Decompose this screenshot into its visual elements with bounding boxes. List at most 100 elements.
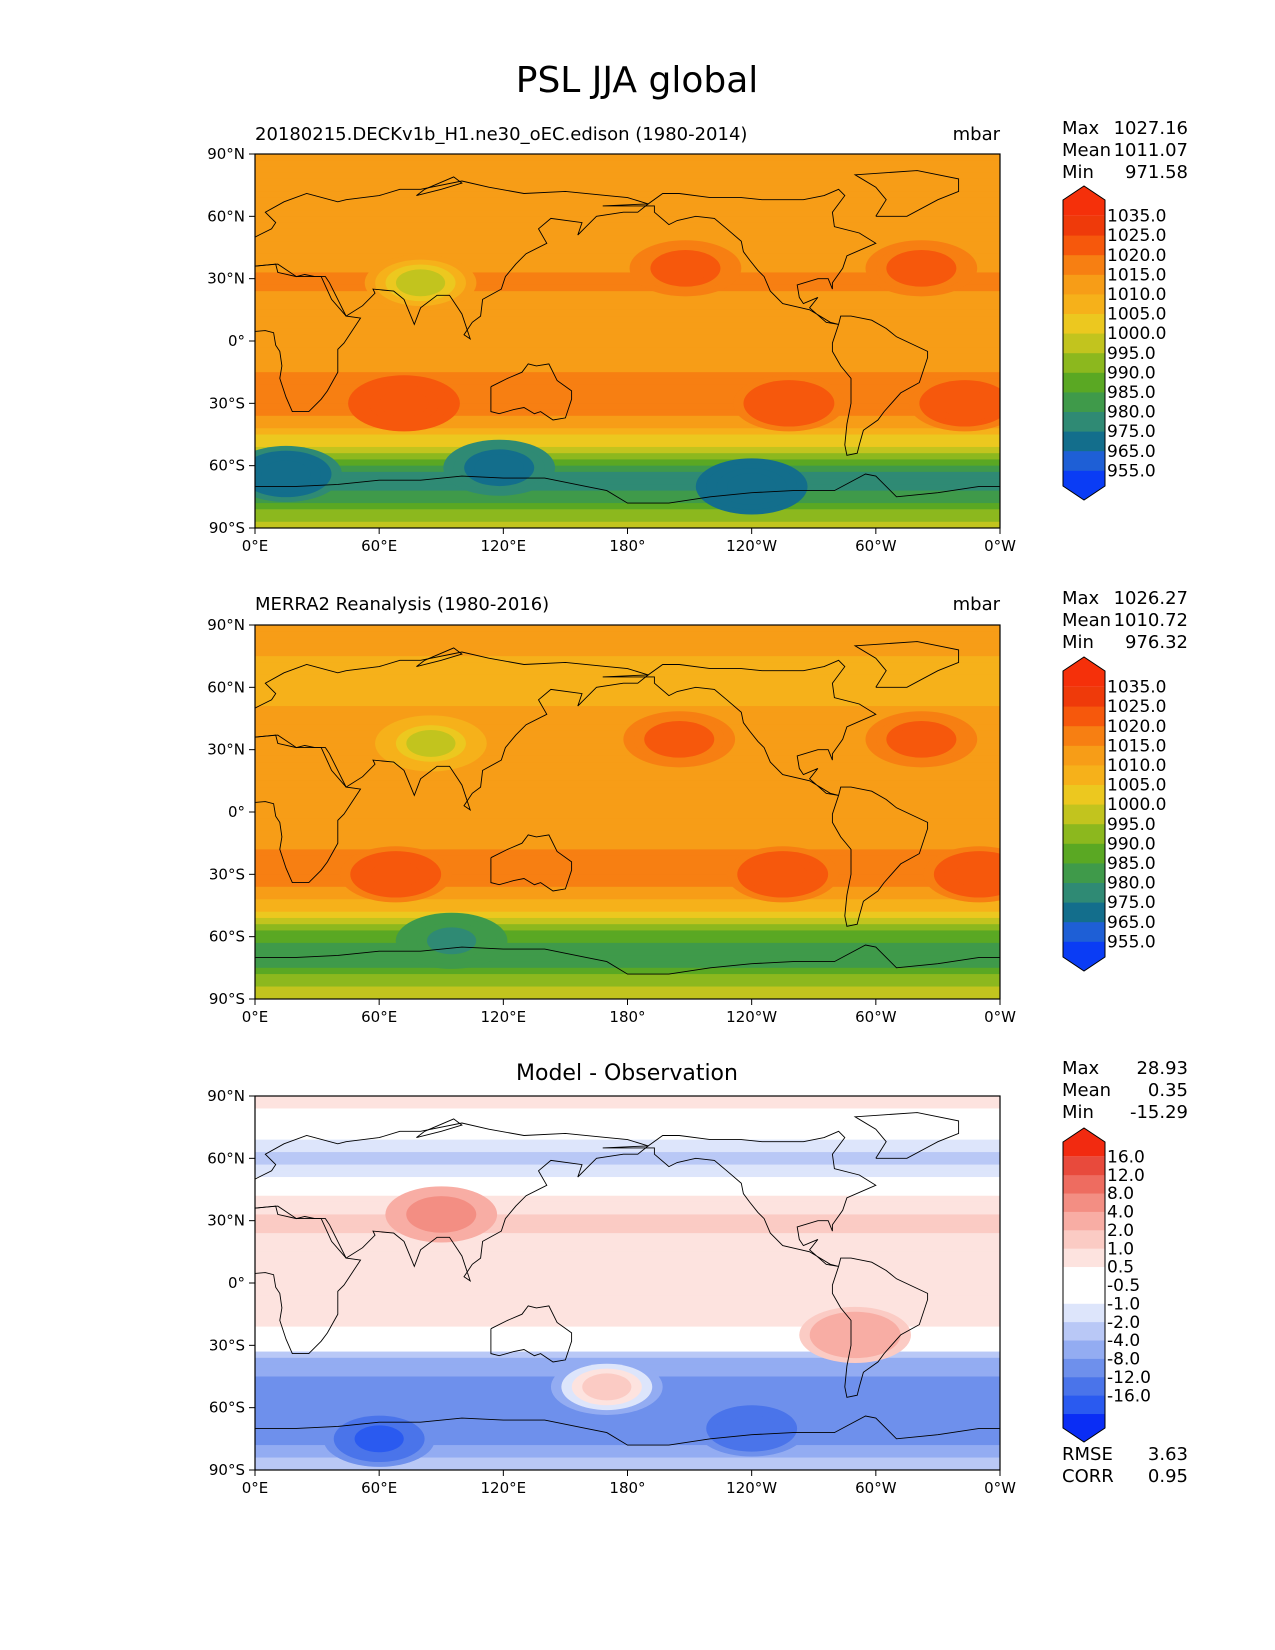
field-band [255, 478, 1000, 485]
field-band [255, 1145, 1000, 1153]
field-band [255, 303, 1000, 311]
colorbar-bin [1063, 313, 1105, 334]
lat-tick-label: 60°N [207, 207, 245, 225]
colorbar-bin [1063, 1266, 1105, 1286]
pressure-low [474, 454, 524, 482]
coastline [255, 1122, 650, 1282]
colorbar-tick-label: 955.0 [1107, 461, 1156, 481]
colorbar-outline [1062, 1127, 1106, 1443]
field-band [255, 649, 1000, 657]
field-band [255, 503, 1000, 510]
colorbar-bin [1063, 294, 1105, 314]
field-band [255, 868, 1000, 875]
pressure-high [896, 725, 946, 753]
colorbar-tick-label: 1020.0 [1107, 246, 1166, 266]
field-band [255, 836, 1000, 844]
field-band [255, 631, 1000, 639]
field-band [255, 818, 1000, 826]
field-band [255, 365, 1000, 373]
field-band [255, 160, 1000, 168]
field-band [255, 1183, 1000, 1191]
pressure-high [654, 725, 704, 753]
field-band [255, 1320, 1000, 1328]
field-band [255, 668, 1000, 676]
field-band [255, 415, 1000, 423]
stat-value-min: 971.58 [1125, 162, 1188, 183]
field-band [255, 241, 1000, 249]
colorbar-bin [1063, 1395, 1105, 1415]
panel-left-title: MERRA2 Reanalysis (1980-2016) [255, 594, 549, 615]
colorbar-bin [1063, 725, 1105, 746]
field-band [255, 693, 1000, 701]
field-band [255, 284, 1000, 292]
colorbar-tick-label: 1035.0 [1107, 678, 1166, 698]
field-band [255, 1120, 1000, 1128]
coastline [416, 647, 463, 668]
coastline [416, 1118, 463, 1139]
colorbar-tick-label: 1000.0 [1107, 795, 1166, 815]
pressure-high [954, 860, 1000, 888]
field-band [255, 1139, 1000, 1147]
field-band [255, 774, 1000, 782]
coastline [490, 834, 573, 892]
colorbar-tick-label: 2.0 [1107, 1221, 1134, 1241]
lon-tick-label: 120°E [481, 537, 527, 555]
field-band [255, 291, 1000, 298]
lon-tick-label: 120°W [726, 1008, 777, 1026]
colorbar-tick-label: 4.0 [1107, 1203, 1134, 1223]
stat-label-mean: Mean [1062, 140, 1111, 161]
colorbar-bin [1063, 372, 1105, 393]
colorbar-tick-label: 1015.0 [1107, 265, 1166, 285]
field-band [255, 490, 1000, 498]
lat-tick-label: 60°S [209, 457, 245, 475]
field-band [255, 1420, 1000, 1427]
colorbar-bin [1063, 1358, 1105, 1378]
field-band [255, 1226, 1000, 1234]
field-band [255, 768, 1000, 776]
field-band [255, 949, 1000, 956]
lat-tick-label: 60°S [209, 928, 245, 946]
field-band [255, 749, 1000, 757]
field-band [255, 409, 1000, 417]
field-band [255, 359, 1000, 367]
field-band [255, 1445, 1000, 1452]
lat-tick-label: 30°N [207, 741, 245, 759]
field-band [255, 465, 1000, 473]
coastline [255, 473, 1000, 504]
field-band [255, 843, 1000, 850]
map-field [255, 625, 1000, 999]
colorbar-tick-label: 0.5 [1107, 1258, 1134, 1278]
field-band [255, 471, 1000, 479]
colorbar-tick-label: 12.0 [1107, 1166, 1145, 1186]
lat-tick-label: 90°N [207, 145, 245, 163]
field-band [255, 1189, 1000, 1197]
field-band [255, 197, 1000, 205]
field-band [255, 459, 1000, 467]
lon-tick-label: 60°W [855, 1008, 897, 1026]
lat-tick-label: 90°S [209, 1461, 245, 1479]
colorbar-bin [1063, 1229, 1105, 1249]
colorbar-extend-high [1063, 186, 1105, 216]
lon-tick-label: 60°W [855, 537, 897, 555]
stat-label-rmse: RMSE [1062, 1444, 1113, 1465]
field-band [255, 681, 1000, 688]
field-band [255, 484, 1000, 492]
field-band [255, 1432, 1000, 1440]
colorbar-extend-low [1063, 941, 1105, 971]
field-band [255, 509, 1000, 517]
coastline [255, 263, 362, 413]
field-band [255, 1438, 1000, 1446]
field-band [255, 1463, 1000, 1470]
coastline [602, 1130, 877, 1267]
pressure-low [727, 472, 777, 500]
colorbar-extend-high [1063, 657, 1105, 687]
field-band [255, 446, 1000, 454]
colorbar-tick-label: 965.0 [1107, 913, 1156, 933]
lat-tick-label: 90°N [207, 1087, 245, 1105]
field-band [255, 1289, 1000, 1297]
field-band [255, 191, 1000, 199]
field-band [255, 1195, 1000, 1203]
colorbar-bin [1063, 411, 1105, 432]
field-band [255, 1339, 1000, 1346]
